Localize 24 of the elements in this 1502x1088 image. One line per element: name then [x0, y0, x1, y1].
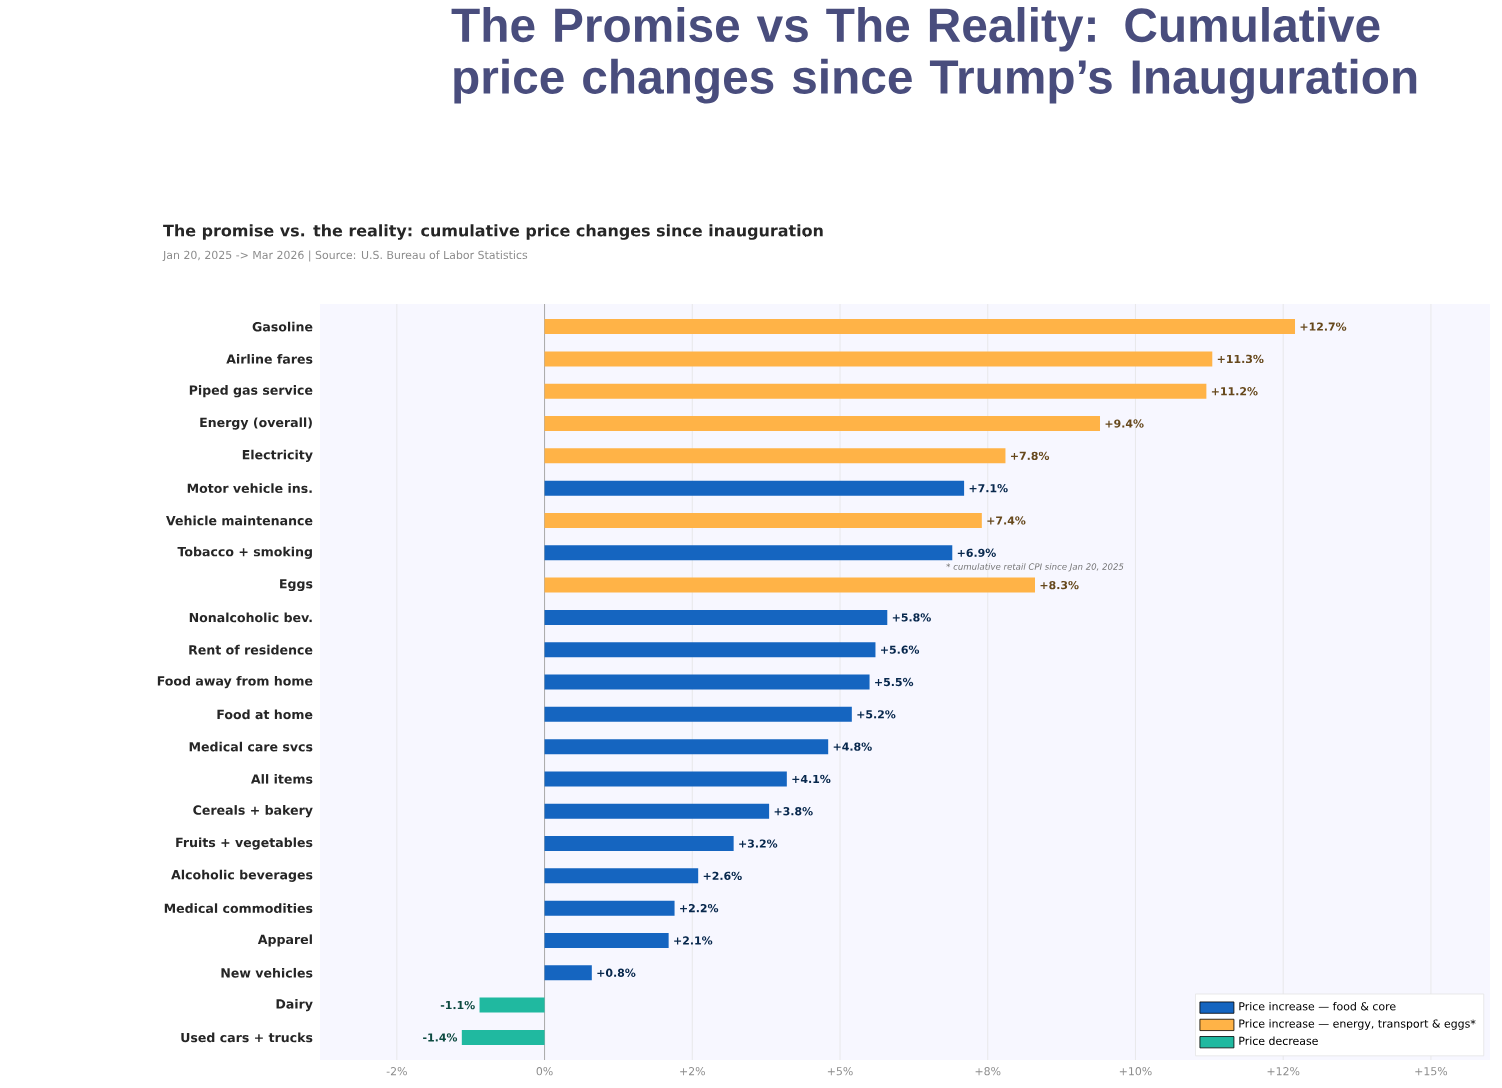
bar	[544, 545, 953, 561]
bar	[544, 383, 1207, 399]
chart-title: The Promise vs The Reality: Cumulative price changes since Trump’s Inauguration	[451, 7, 1417, 104]
bar	[544, 512, 982, 528]
bar	[544, 319, 1296, 335]
bar	[544, 965, 592, 981]
bar	[544, 642, 876, 658]
bar	[544, 771, 787, 787]
bar	[544, 868, 699, 884]
bar	[544, 674, 870, 690]
bar	[544, 803, 770, 819]
bar	[479, 997, 545, 1013]
bar	[544, 609, 888, 625]
bar	[544, 351, 1213, 367]
bar	[544, 900, 675, 916]
bar	[544, 706, 852, 722]
bar	[544, 416, 1101, 432]
bar	[544, 932, 669, 948]
bar	[544, 836, 734, 852]
bar	[544, 480, 965, 496]
bar	[544, 739, 829, 755]
bar	[544, 448, 1006, 464]
bar	[461, 1029, 545, 1045]
bar	[544, 577, 1036, 593]
